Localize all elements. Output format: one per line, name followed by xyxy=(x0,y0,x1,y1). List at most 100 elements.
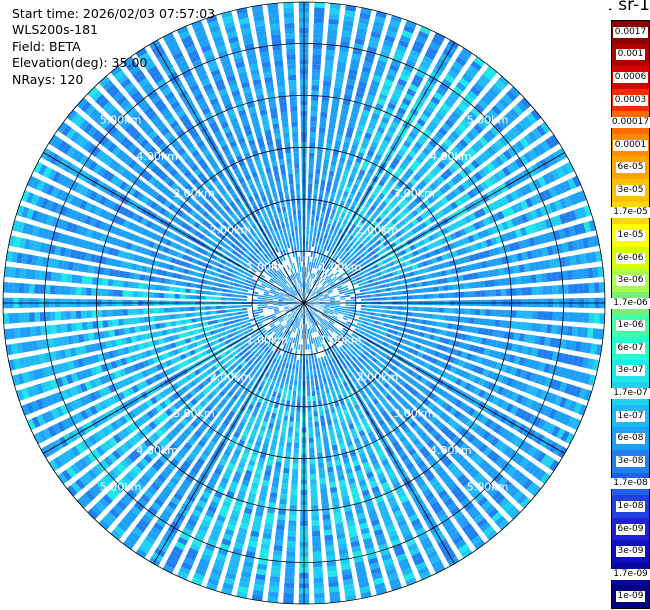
range-bin xyxy=(331,267,336,273)
range-bin xyxy=(420,325,427,331)
range-bin xyxy=(279,498,287,505)
range-bin xyxy=(286,546,296,552)
range-bin xyxy=(549,337,556,348)
range-bin xyxy=(326,251,331,258)
range-bin xyxy=(387,572,399,581)
range-bin xyxy=(308,312,311,318)
range-bin xyxy=(309,463,316,469)
range-bin xyxy=(387,102,397,111)
range-bin xyxy=(413,270,420,276)
range-bin xyxy=(377,325,384,330)
range-bin xyxy=(333,310,340,313)
range-bin xyxy=(307,288,310,294)
range-bin xyxy=(375,382,382,390)
range-bin xyxy=(486,129,496,140)
range-bin xyxy=(324,303,330,305)
range-bin xyxy=(289,504,297,511)
range-bin xyxy=(286,335,290,342)
range-bin xyxy=(572,418,582,431)
range-bin xyxy=(369,117,378,125)
range-bin xyxy=(374,353,381,360)
range-bin xyxy=(395,280,401,286)
range-bin xyxy=(331,412,337,419)
range-bin xyxy=(334,517,343,524)
range-bin xyxy=(507,146,517,158)
range-bin xyxy=(413,74,424,84)
range-bin xyxy=(372,235,379,242)
range-bin xyxy=(297,396,301,402)
range-bin xyxy=(458,257,466,265)
range-bin xyxy=(319,316,324,321)
range-bin xyxy=(314,2,325,8)
range-bin xyxy=(293,453,299,459)
range-bin xyxy=(567,416,577,428)
range-bin xyxy=(525,211,534,222)
range-bin xyxy=(327,128,335,135)
range-bin xyxy=(351,53,362,61)
range-bin xyxy=(307,256,310,262)
range-bin xyxy=(312,348,316,354)
range-bin xyxy=(199,558,210,567)
range-bin xyxy=(360,417,368,425)
range-bin xyxy=(309,261,312,268)
range-bin xyxy=(380,313,387,318)
range-bin xyxy=(432,481,442,490)
range-bin xyxy=(376,293,382,297)
range-bin xyxy=(355,256,362,262)
range-bin xyxy=(463,343,471,351)
range-bin xyxy=(340,563,351,571)
range-bin xyxy=(348,365,354,371)
range-bin xyxy=(322,399,328,405)
range-bin xyxy=(313,297,319,300)
range-bin xyxy=(459,138,469,148)
range-bin xyxy=(458,77,470,88)
range-bin xyxy=(464,215,472,224)
range-bin xyxy=(398,388,406,395)
range-bin xyxy=(391,505,401,514)
range-bin xyxy=(310,311,314,316)
range-bin xyxy=(336,167,343,174)
range-bin xyxy=(519,186,528,197)
range-bin xyxy=(370,140,379,148)
range-bin xyxy=(357,124,365,132)
range-bin xyxy=(400,279,406,285)
range-bin xyxy=(470,243,478,252)
range-bin xyxy=(332,502,340,509)
range-bin xyxy=(412,159,421,168)
range-bin xyxy=(440,329,447,336)
range-bin xyxy=(298,312,301,318)
range-bin xyxy=(490,237,498,246)
range-bin xyxy=(355,276,362,281)
range-bin xyxy=(253,445,260,452)
range-bin xyxy=(276,419,282,426)
range-bin xyxy=(364,378,371,385)
range-bin xyxy=(588,374,597,386)
range-bin xyxy=(498,459,509,470)
range-bin xyxy=(377,394,385,402)
range-bin xyxy=(311,520,320,526)
range-bin xyxy=(467,363,475,371)
range-bin xyxy=(496,386,505,396)
range-bin xyxy=(320,389,325,395)
range-bin xyxy=(304,313,306,319)
range-bin xyxy=(265,517,274,524)
range-bin xyxy=(424,347,431,354)
range-bin xyxy=(414,357,421,364)
range-bin xyxy=(279,382,284,389)
range-bin xyxy=(490,142,501,153)
range-bin xyxy=(408,191,416,199)
range-bin xyxy=(322,435,329,442)
range-bin xyxy=(285,447,292,453)
range-bin xyxy=(563,196,573,208)
range-bin xyxy=(296,411,301,418)
range-bin xyxy=(573,402,582,414)
range-bin xyxy=(574,341,582,352)
range-bin xyxy=(466,131,476,141)
range-bin xyxy=(297,333,300,339)
range-bin xyxy=(261,538,271,545)
range-bin xyxy=(534,261,541,271)
range-bin xyxy=(443,458,453,468)
range-bin xyxy=(501,480,512,491)
range-bin xyxy=(348,445,355,452)
range-bin xyxy=(464,526,476,537)
